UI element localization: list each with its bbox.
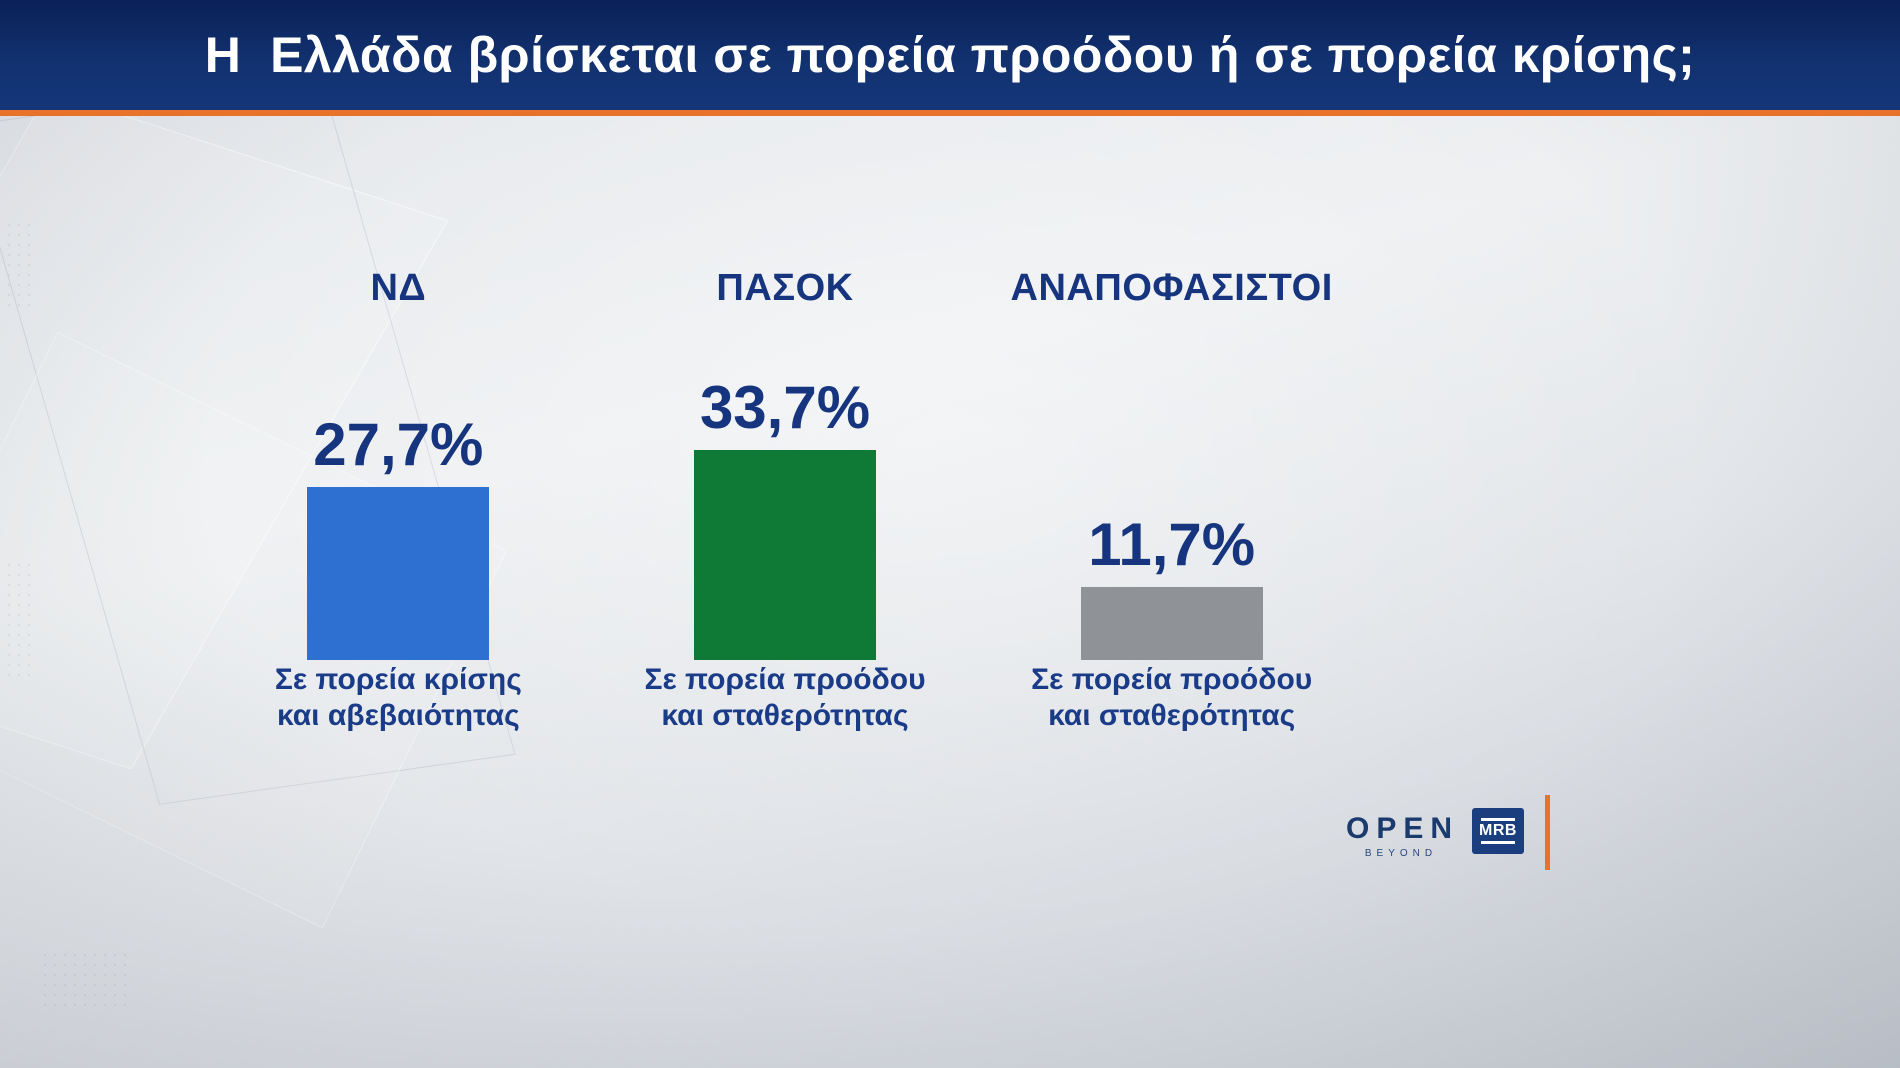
- category-label: ΑΝΑΠΟΦΑΣΙΣΤΟΙ: [1010, 267, 1333, 309]
- page-title: Η Ελλάδα βρίσκεται σε πορεία προόδου ή σ…: [204, 27, 1696, 83]
- value-label: 11,7%: [1088, 511, 1256, 578]
- bar-caption: Σε πορεία προόδου και σταθερότητας: [978, 662, 1365, 735]
- open-logo-tagline: BEYOND: [1364, 848, 1438, 859]
- bar-caption: Σε πορεία κρίσης και αβεβαιότητας: [205, 662, 592, 735]
- header-band: Η Ελλάδα βρίσκεται σε πορεία προόδου ή σ…: [0, 0, 1900, 110]
- caption-line: και σταθερότητας: [661, 699, 909, 733]
- bar-chart: ΝΔ 27,7% Σε πορεία κρίσης και αβεβαιότητ…: [205, 255, 1365, 735]
- open-channel-logo: OPEN BEYOND: [1346, 812, 1456, 859]
- caption-line: και σταθερότητας: [1048, 699, 1296, 733]
- value-label: 27,7%: [313, 411, 484, 478]
- background-dot-pattern: [4, 220, 30, 310]
- background-dot-pattern: [4, 560, 30, 680]
- header-accent-line: [0, 110, 1900, 116]
- caption-line: και αβεβαιότητας: [276, 699, 520, 733]
- chart-column-undecided: ΑΝΑΠΟΦΑΣΙΣΤΟΙ 11,7% Σε πορεία προόδου κα…: [978, 255, 1365, 735]
- mrb-logo-stripe: [1481, 841, 1515, 845]
- bar-nd: [307, 487, 490, 660]
- chart-column-pasok: ΠΑΣΟΚ 33,7% Σε πορεία προόδου και σταθερ…: [592, 255, 979, 735]
- background-dot-pattern: [40, 950, 130, 1010]
- mrb-logo-text: MRB: [1479, 822, 1517, 840]
- bar-undecided: [1080, 587, 1263, 660]
- caption-line: Σε πορεία προόδου: [1031, 662, 1313, 696]
- value-label: 33,7%: [699, 374, 871, 441]
- footer-accent-bar: [1545, 795, 1550, 870]
- category-label: ΝΔ: [370, 267, 427, 309]
- caption-line: Σε πορεία προόδου: [644, 662, 926, 696]
- open-logo-text: OPEN: [1346, 812, 1460, 845]
- caption-line: Σε πορεία κρίσης: [274, 662, 522, 696]
- mrb-agency-logo: MRB: [1472, 808, 1524, 854]
- bar-pasok: [694, 450, 876, 660]
- bar-caption: Σε πορεία προόδου και σταθερότητας: [592, 662, 979, 735]
- category-label: ΠΑΣΟΚ: [716, 267, 854, 309]
- chart-column-nd: ΝΔ 27,7% Σε πορεία κρίσης και αβεβαιότητ…: [205, 255, 592, 735]
- mrb-logo-stripe: [1481, 817, 1515, 821]
